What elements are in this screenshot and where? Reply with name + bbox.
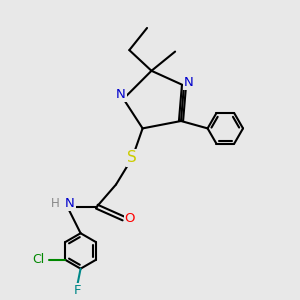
Text: Cl: Cl — [32, 253, 45, 266]
Text: N: N — [184, 76, 194, 88]
Text: S: S — [128, 150, 137, 165]
Text: N: N — [65, 197, 74, 210]
Text: N: N — [116, 88, 126, 101]
Text: H: H — [50, 197, 59, 210]
Text: F: F — [74, 284, 81, 297]
Text: O: O — [125, 212, 135, 225]
